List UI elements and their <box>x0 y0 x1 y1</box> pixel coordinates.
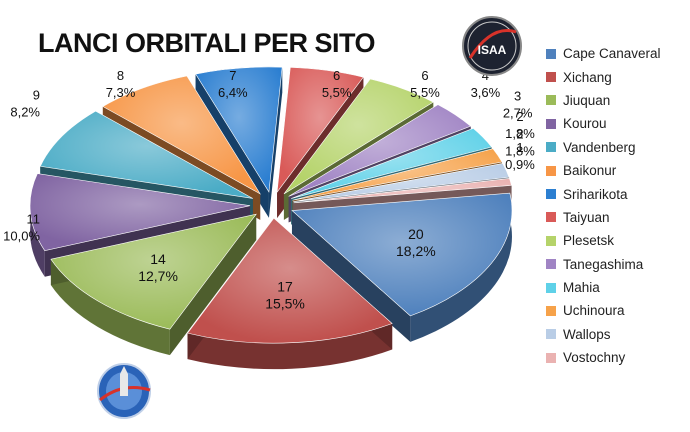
pie-slices <box>29 66 513 370</box>
slice-percent-label: 0,9% <box>505 157 535 172</box>
pie-slice-shine <box>292 148 502 201</box>
legend-swatch <box>546 352 556 363</box>
pie-slice-edge <box>291 210 411 342</box>
legend-item: Tanegashima <box>546 253 661 276</box>
legend-swatch <box>546 329 556 340</box>
slice-percent-label: 15,5% <box>265 295 305 311</box>
pie-slice-shine <box>277 67 364 193</box>
isaa-logo: ISAA <box>462 16 522 76</box>
pie-slice-shine <box>293 178 512 203</box>
legend-item: Baikonur <box>546 159 661 182</box>
legend-item: Vostochny <box>546 346 661 369</box>
pie-slice-edge <box>268 67 283 218</box>
legend-label: Vandenberg <box>563 139 636 155</box>
slice-value-label: 2 <box>516 127 523 142</box>
slice-percent-label: 6,4% <box>218 85 248 100</box>
slice-percent-label: 12,7% <box>138 268 178 284</box>
slice-percent-label: 8,2% <box>10 105 40 120</box>
chart-title: LANCI ORBITALI PER SITO <box>38 28 376 58</box>
slice-value-label: 8 <box>117 68 124 83</box>
pie-slice-shine <box>102 76 261 194</box>
isaa-logo-text: ISAA <box>478 43 507 57</box>
slice-value-label: 11 <box>27 212 41 227</box>
slice-percent-label: 1,8% <box>505 144 535 159</box>
slice-value-label: 3 <box>514 88 521 103</box>
pie-slice-shine <box>288 104 471 197</box>
legend-item: Sriharikota <box>546 182 661 205</box>
slice-percent-label: 10,0% <box>3 229 40 244</box>
pie-slice-wall <box>50 259 170 356</box>
slice-value-label: 6 <box>333 68 340 83</box>
legend-item: Vandenberg <box>546 136 661 159</box>
legend-label: Cape Canaveral <box>563 46 661 62</box>
pie-labels: 2018,2%1715,5%1412,7%1110,0%98,2%87,3%76… <box>3 68 535 311</box>
slice-percent-label: 2,7% <box>503 105 533 120</box>
slice-percent-label: 5,5% <box>410 85 440 100</box>
legend-swatch <box>546 118 556 129</box>
legend-item: Uchinoura <box>546 299 661 322</box>
legend-swatch <box>546 189 556 200</box>
pie-slice-wall <box>187 323 393 370</box>
legend-swatch <box>546 142 556 153</box>
legend-swatch <box>546 235 556 246</box>
pie-slice-shine <box>195 66 283 192</box>
slice-percent-label: 3,6% <box>471 85 501 100</box>
legend-item: Wallops <box>546 323 661 346</box>
legend-label: Baikonur <box>563 163 617 179</box>
pie-slice-shine <box>293 163 510 202</box>
slice-value-label: 20 <box>408 226 424 242</box>
legend-swatch <box>546 48 556 59</box>
pie-slice-shine <box>40 111 253 199</box>
legend-label: Tanegashima <box>563 256 644 272</box>
legend-label: Wallops <box>563 326 611 342</box>
legend-item: Xichang <box>546 65 661 88</box>
mission-patch-icon <box>97 363 151 419</box>
legend-label: Vostochny <box>563 350 626 366</box>
legend-item: Mahia <box>546 276 661 299</box>
legend-swatch <box>546 165 556 176</box>
slice-percent-label: 1,8% <box>505 126 535 141</box>
pie-slice-wall <box>410 193 512 342</box>
pie-slice-shine <box>30 173 251 251</box>
pie-slice-shine <box>291 193 512 316</box>
legend-item: Kourou <box>546 112 661 135</box>
legend-label: Uchinoura <box>563 303 625 319</box>
legend-swatch <box>546 305 556 316</box>
legend-label: Kourou <box>563 116 607 132</box>
legend-label: Plesetsk <box>563 233 615 249</box>
pie-slice-shine <box>187 218 393 344</box>
legend-swatch <box>546 282 556 293</box>
legend-label: Mahia <box>563 280 600 296</box>
legend-swatch <box>546 259 556 270</box>
legend-swatch <box>546 72 556 83</box>
legend-label: Jiuquan <box>563 92 611 108</box>
chart-legend: Cape Canaveral Xichang Jiuquan Kourou Vanden… <box>546 42 661 369</box>
slice-value-label: 4 <box>482 68 489 83</box>
legend-item: Plesetsk <box>546 229 661 252</box>
legend-swatch <box>546 95 556 106</box>
legend-item: Taiyuan <box>546 206 661 229</box>
slice-value-label: 7 <box>229 68 236 83</box>
pie-slice-shine <box>291 128 492 199</box>
legend-label: Taiyuan <box>563 209 610 225</box>
slice-value-label: 17 <box>277 278 293 294</box>
legend-item: Jiuquan <box>546 89 661 112</box>
legend-label: Xichang <box>563 69 612 85</box>
slice-value-label: 9 <box>33 88 40 103</box>
pie-slice-shine <box>283 78 434 194</box>
slice-percent-label: 5,5% <box>322 85 352 100</box>
pie-slice-edge <box>169 214 257 356</box>
slice-percent-label: 18,2% <box>396 243 436 259</box>
pie-slice-shine <box>50 214 257 330</box>
slice-value-label: 2 <box>516 109 523 124</box>
slice-value-label: 14 <box>150 251 166 267</box>
slice-value-label: 6 <box>421 68 428 83</box>
legend-swatch <box>546 212 556 223</box>
legend-item: Cape Canaveral <box>546 42 661 65</box>
slice-percent-label: 7,3% <box>106 85 136 100</box>
legend-label: Sriharikota <box>563 186 628 202</box>
slice-value-label: 1 <box>516 140 523 155</box>
